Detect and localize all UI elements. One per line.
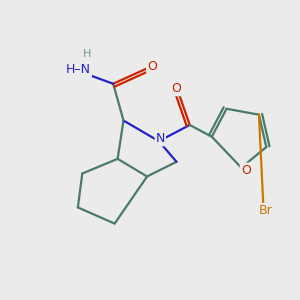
Text: O: O: [172, 82, 182, 95]
Text: N: N: [156, 132, 165, 145]
Text: O: O: [241, 164, 250, 176]
Text: H: H: [83, 49, 92, 59]
Text: O: O: [147, 60, 157, 73]
Text: Br: Br: [259, 204, 273, 217]
Text: H–N: H–N: [66, 63, 91, 76]
